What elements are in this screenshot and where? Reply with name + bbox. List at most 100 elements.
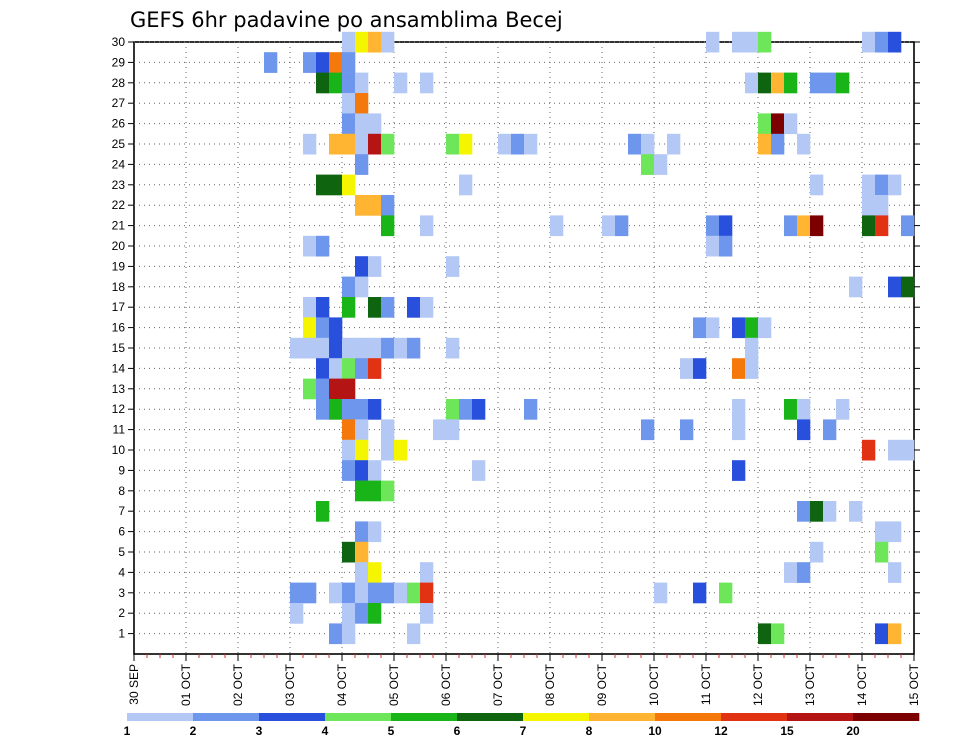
heatmap-cell: [459, 133, 473, 155]
x-tick-label: 30 SEP: [127, 664, 141, 705]
y-tick-label: 16: [112, 321, 126, 335]
heatmap-cell: [407, 337, 421, 359]
heatmap-cell: [784, 399, 798, 420]
y-tick-label: 26: [112, 117, 126, 131]
heatmap-cell: [524, 399, 538, 420]
heatmap-cell: [862, 174, 876, 196]
heatmap-cell: [472, 460, 486, 481]
y-tick-label: 15: [112, 341, 126, 355]
x-tick-label: 03 OCT: [283, 663, 297, 706]
colorbar-swatch: [391, 713, 458, 721]
y-axis-ticks: 1234567891011121314151617181920212223242…: [112, 35, 920, 641]
x-tick-label: 02 OCT: [231, 663, 245, 706]
heatmap-cell: [511, 133, 525, 155]
heatmap-cell: [342, 603, 356, 624]
heatmap-cell: [446, 337, 460, 359]
heatmap-cell: [368, 460, 382, 481]
heatmap-cell: [342, 460, 356, 481]
heatmap-cell: [420, 562, 434, 583]
heatmap-cell: [290, 337, 304, 359]
heatmap-cell: [875, 174, 889, 196]
heatmap-cell: [810, 501, 824, 522]
heatmap-cell: [355, 419, 369, 441]
y-tick-label: 14: [112, 361, 126, 375]
heatmap-cell: [875, 195, 889, 216]
colorbar-label: 3: [256, 724, 263, 738]
colorbar-swatch: [127, 713, 194, 721]
heatmap-cell: [368, 399, 382, 420]
heatmap-cell: [394, 72, 408, 94]
colorbar-label: 6: [454, 724, 461, 738]
heatmap-cell: [446, 419, 460, 441]
heatmap-cell: [784, 215, 798, 237]
heatmap-cell: [316, 317, 330, 339]
heatmap-cell: [303, 337, 317, 359]
heatmap-cell: [329, 358, 343, 379]
heatmap-cell: [641, 419, 655, 441]
x-tick-label: 11 OCT: [699, 663, 713, 705]
heatmap-cell: [862, 439, 876, 461]
heatmap-cell: [355, 256, 369, 277]
colorbar-swatch: [787, 713, 854, 721]
heatmap-cell: [862, 195, 876, 216]
heatmap-cell: [355, 154, 369, 175]
heatmap-cell: [342, 419, 356, 441]
heatmap-cell: [342, 358, 356, 379]
heatmap-cell: [862, 31, 876, 53]
y-tick-label: 22: [112, 198, 126, 212]
heatmap-cell: [329, 174, 343, 196]
heatmap-cell: [420, 297, 434, 318]
y-tick-label: 28: [112, 76, 126, 90]
heatmap-cell: [381, 582, 395, 604]
heatmap-cell: [303, 378, 317, 400]
heatmap-cell: [693, 317, 707, 339]
colorbar-label: 4: [322, 724, 329, 738]
heatmap-cell: [823, 419, 837, 441]
heatmap-cell: [342, 276, 356, 298]
heatmap-cell: [342, 297, 356, 318]
heatmap-cell: [355, 603, 369, 624]
heatmap-cell: [303, 52, 317, 73]
heatmap-cell: [381, 195, 395, 216]
heatmap-cell: [355, 582, 369, 604]
y-tick-label: 12: [112, 402, 126, 416]
heatmap-cell: [771, 113, 785, 135]
heatmap-cell: [329, 317, 343, 339]
heatmap-cell: [355, 72, 369, 94]
heatmap-cell: [810, 174, 824, 196]
colorbar-label: 10: [648, 724, 662, 738]
heatmap-cell: [394, 439, 408, 461]
y-tick-label: 18: [112, 280, 126, 294]
heatmap-cell: [355, 541, 369, 563]
colorbar-label: 2: [190, 724, 197, 738]
heatmap-cell: [368, 582, 382, 604]
heatmap-cell: [420, 215, 434, 237]
heatmap-cell: [719, 215, 733, 237]
colorbar-swatch: [853, 713, 920, 721]
heatmap-cell: [797, 133, 811, 155]
heatmap-cell: [836, 72, 850, 94]
heatmap-cell: [329, 133, 343, 155]
heatmap-cell: [888, 623, 902, 645]
x-tick-label: 12 OCT: [751, 663, 765, 706]
heatmap-cell: [446, 133, 460, 155]
heatmap-cell: [771, 72, 785, 94]
heatmap-cell: [719, 582, 733, 604]
colorbar-label: 5: [388, 724, 395, 738]
heatmap-cell: [316, 337, 330, 359]
heatmap-cell: [810, 72, 824, 94]
heatmap-cell: [342, 623, 356, 645]
heatmap-cell: [901, 215, 915, 237]
heatmap-cell: [641, 133, 655, 155]
heatmap-cell: [888, 31, 902, 53]
heatmap-cell: [264, 52, 278, 73]
heatmap-cell: [316, 174, 330, 196]
heatmap-cell: [797, 562, 811, 583]
heatmap-cell: [355, 399, 369, 420]
heatmap-cell: [381, 215, 395, 237]
heatmap-cell: [407, 623, 421, 645]
heatmap-cell: [329, 378, 343, 400]
y-tick-label: 9: [118, 463, 125, 477]
heatmap-cell: [342, 133, 356, 155]
y-tick-label: 30: [112, 35, 126, 49]
